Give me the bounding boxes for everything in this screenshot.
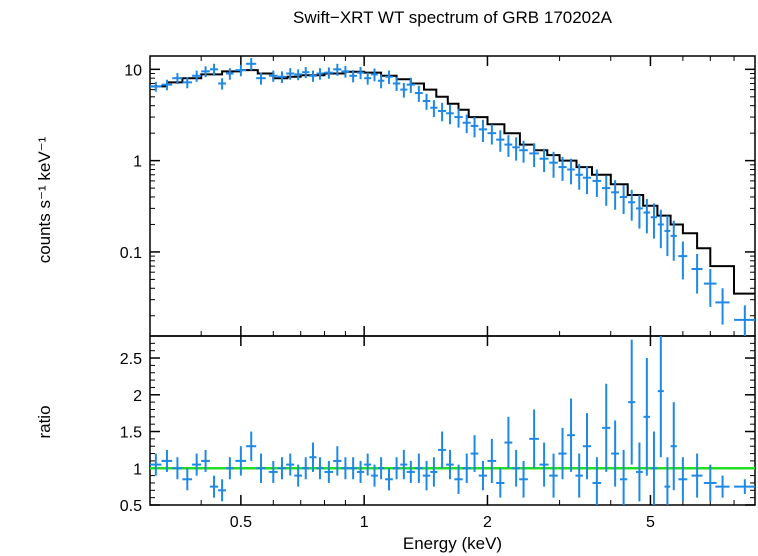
top-y-tick-label: 10: [124, 62, 142, 79]
chart-title: Swift−XRT WT spectrum of GRB 170202A: [293, 8, 612, 27]
x-tick-label: 1: [360, 514, 369, 531]
x-tick-label: 5: [646, 514, 655, 531]
bottom-y-tick-label: 2: [133, 388, 142, 405]
bottom-y-axis-label: ratio: [35, 405, 54, 439]
x-tick-label: 0.5: [230, 514, 252, 531]
bottom-y-tick-label: 2.5: [120, 351, 142, 368]
top-y-axis-label: counts s⁻¹ keV⁻¹: [35, 136, 54, 264]
top-y-tick-label: 0.1: [120, 245, 142, 262]
model-step-line: [150, 69, 755, 295]
bottom-y-tick-label: 1.5: [120, 425, 142, 442]
bottom-panel-frame: [149, 335, 756, 506]
x-tick-label: 2: [483, 514, 492, 531]
bottom-y-tick-label: 0.5: [120, 498, 142, 515]
bottom-y-tick-label: 1: [133, 461, 142, 478]
x-axis-label: Energy (keV): [402, 534, 503, 553]
top-panel-frame: [149, 55, 756, 337]
top-y-tick-label: 1: [133, 154, 142, 171]
